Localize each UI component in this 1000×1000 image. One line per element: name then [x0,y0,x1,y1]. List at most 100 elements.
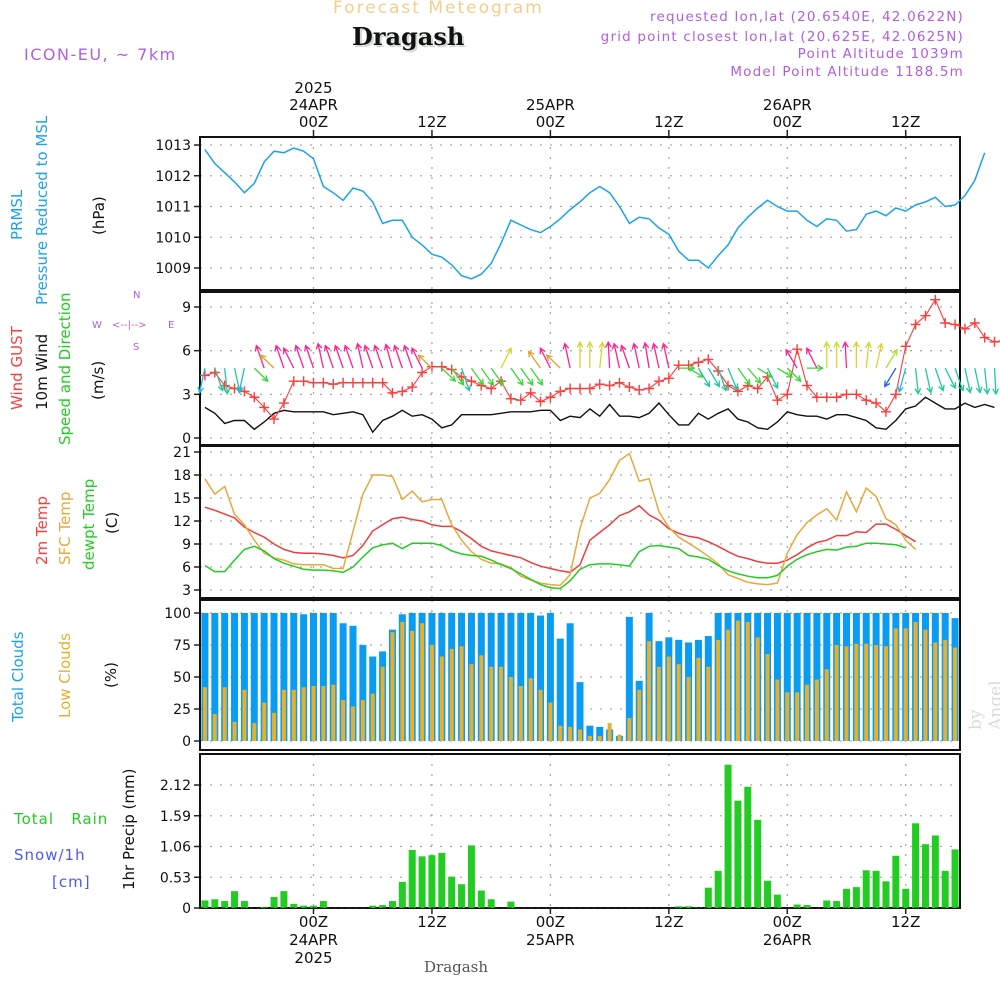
wind-direction-arrow [223,368,231,396]
pressure-ytick-label: 1010 [155,230,191,246]
pressure-frame [199,136,961,291]
gust-marker [308,377,319,388]
wind-direction-arrow [619,344,630,369]
precip-ytick-label: 0 [182,901,191,917]
low-cloud-bar [420,623,425,741]
gust-marker [841,389,852,400]
total-cloud-bar [240,613,248,741]
wind-direction-arrow [417,354,433,369]
gust-marker [259,402,270,413]
gust-line [204,298,1000,421]
total-cloud-bar [260,613,268,741]
gust-marker [298,376,309,387]
rain-bar [941,870,949,908]
gust-marker [199,370,210,381]
low-cloud-bar [706,666,711,741]
gust-marker [880,406,891,417]
bottom-time-label: 12Z [891,913,920,931]
gust-marker [288,376,299,387]
low-cloud-bar [943,639,948,741]
bottom-time-label: 00Z [536,913,565,931]
low-cloud-bar [538,689,543,741]
total-cloud-bar [290,613,298,741]
wind-direction-arrow [605,340,612,369]
low-cloud-bar [301,687,306,741]
total-rain-label: Total Rain [14,810,109,828]
low-cloud-bar [874,645,879,741]
sfc-temp-line [204,452,917,587]
gust-marker [713,366,724,377]
total-cloud-bar [231,613,239,741]
wind-direction-arrow [841,340,849,369]
suptitle: Forecast Meteogram [333,0,544,18]
wind-direction-arrow [214,367,225,392]
rain-bar [487,899,495,908]
total-cloud-bar [300,614,308,741]
gust-marker [821,392,832,403]
wind-direction-arrow [304,344,315,369]
wind-direction-arrow [974,367,983,394]
bottom-time-label: 00Z [299,913,328,931]
gust-marker [782,389,793,400]
wind-direction-arrow [373,344,384,369]
wind-direction-arrow [530,367,544,386]
rain-bar [201,900,209,908]
low-cloud-bar [785,692,790,741]
temperature-ytick-label: 21 [173,445,191,461]
total-cloud-bar [813,613,821,741]
top-time-label: 00Z [299,113,328,131]
rain-bar [319,901,327,908]
low-cloud-bar [331,684,336,741]
gust-marker [653,376,664,387]
top-time-label: 26APR [763,96,812,114]
gust-marker [269,414,280,425]
low-cloud-bar [202,687,207,741]
wind-direction-arrow [586,340,594,369]
top-time-label: 00Z [536,113,565,131]
rain-bar [270,896,278,908]
rain-bar [902,888,910,908]
gust-marker [802,380,813,391]
total-cloud-bar [773,613,781,741]
gust-marker [732,386,743,397]
low-cloud-bar [637,689,642,741]
low-cloud-bar [755,637,760,741]
rain-bar [379,905,387,908]
gust-marker [900,341,911,352]
wind-direction-arrow [562,342,571,369]
bottom-time-label: 25APR [526,931,575,949]
wind-ytick-label: 3 [182,387,191,403]
rain-bar [675,906,683,908]
rain-bar [931,835,939,908]
bottom-time-label: 24APR [289,931,338,949]
wind-direction-arrow [884,367,897,388]
gust-marker [535,396,546,407]
wind-direction-arrow [294,344,305,369]
low-cloud-bar [459,646,464,741]
wind-direction-arrow [343,344,354,369]
precip-ytick-label: 2.12 [160,778,191,794]
low-cloud-bar [883,646,888,741]
total-cloud-bar [359,645,367,741]
low-cloud-bar [232,721,237,741]
low-cloud-bar [390,632,395,741]
wind10m-line [204,396,995,434]
rain-bar [714,870,722,908]
low-cloud-bar [666,656,671,741]
top-time-label: 12Z [417,113,446,131]
total-cloud-bar [201,613,209,741]
low-cloud-bar [607,723,612,741]
wind-ytick-label: 0 [182,431,191,447]
gust-marker [930,294,941,305]
wind-direction-arrow [885,348,898,369]
low-cloud-bar [281,689,286,741]
low-cloud-bar [735,620,740,741]
total-cloud-bar [250,613,258,741]
wind-direction-arrow [785,348,798,369]
snow-unit: [cm] [52,873,91,891]
low-cloud-bar [834,645,839,741]
rain-bar [467,845,475,908]
rain-bar [448,876,456,908]
gust-marker [555,386,566,397]
